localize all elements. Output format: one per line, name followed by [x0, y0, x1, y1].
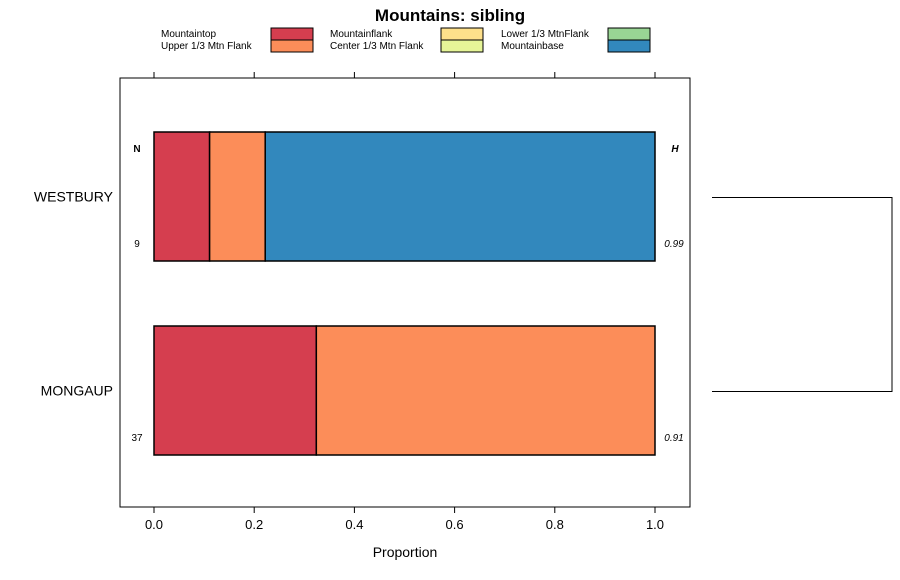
chart-title: Mountains: sibling: [375, 6, 525, 25]
h-value-mongaup: 0.91: [664, 433, 683, 444]
legend-label-mountainflank: Mountainflank: [330, 29, 393, 40]
x-tick-label: 0.4: [345, 517, 363, 532]
legend-label-mountaintop: Mountaintop: [161, 29, 216, 40]
bar-westbury-mountaintop: [153, 131, 211, 262]
legend-label-mountainbase: Mountainbase: [501, 41, 564, 52]
legend-swatch-mountaintop: [270, 27, 314, 41]
x-tick-label: 0.6: [446, 517, 464, 532]
legend-swatch-center-1-3-mtn-flank: [440, 39, 484, 53]
dendrogram: [712, 197, 893, 392]
x-tick-label: 0.2: [245, 517, 263, 532]
bottom-axis: 0.0 0.2 0.4 0.6 0.8 1.0: [145, 507, 664, 532]
x-tick-label: 0.8: [546, 517, 564, 532]
h-header: H: [671, 144, 679, 155]
legend-label-center-1-3-mtn-flank: Center 1/3 Mtn Flank: [330, 41, 424, 52]
n-header: N: [133, 144, 140, 155]
bar-westbury-upper-1-3-mtn-flank: [208, 131, 266, 262]
n-value-westbury: 9: [134, 239, 140, 250]
dendrogram-branch: [712, 197, 893, 392]
bar-westbury-mountainbase: [264, 131, 656, 262]
legend-swatch-mountainflank: [440, 27, 484, 41]
x-tick-label: 0.0: [145, 517, 163, 532]
legend-label-upper-1-3-mtn-flank: Upper 1/3 Mtn Flank: [161, 41, 253, 52]
legend-swatch-mountainbase: [607, 39, 651, 53]
category-label-westbury: WESTBURY: [34, 189, 114, 205]
x-tick-label: 1.0: [646, 517, 664, 532]
x-axis-title: Proportion: [373, 544, 438, 560]
legend-swatch-upper-1-3-mtn-flank: [270, 39, 314, 53]
n-value-mongaup: 37: [131, 433, 143, 444]
legend-label-lower-1-3-mtnflank: Lower 1/3 MtnFlank: [501, 29, 590, 40]
category-labels: WESTBURY MONGAUP: [34, 189, 114, 399]
bars: [153, 131, 656, 456]
legend-swatch-lower-1-3-mtnflank: [607, 27, 651, 41]
bar-mongaup-mountaintop: [153, 325, 318, 456]
plot-frame: [119, 77, 691, 508]
category-label-mongaup: MONGAUP: [41, 383, 113, 399]
h-value-westbury: 0.99: [664, 239, 684, 250]
bar-mongaup-upper-1-3-mtn-flank: [315, 325, 656, 456]
top-axis-ticks: [153, 72, 656, 78]
side-labels: N H 9 0.99 37 0.91: [131, 144, 684, 444]
